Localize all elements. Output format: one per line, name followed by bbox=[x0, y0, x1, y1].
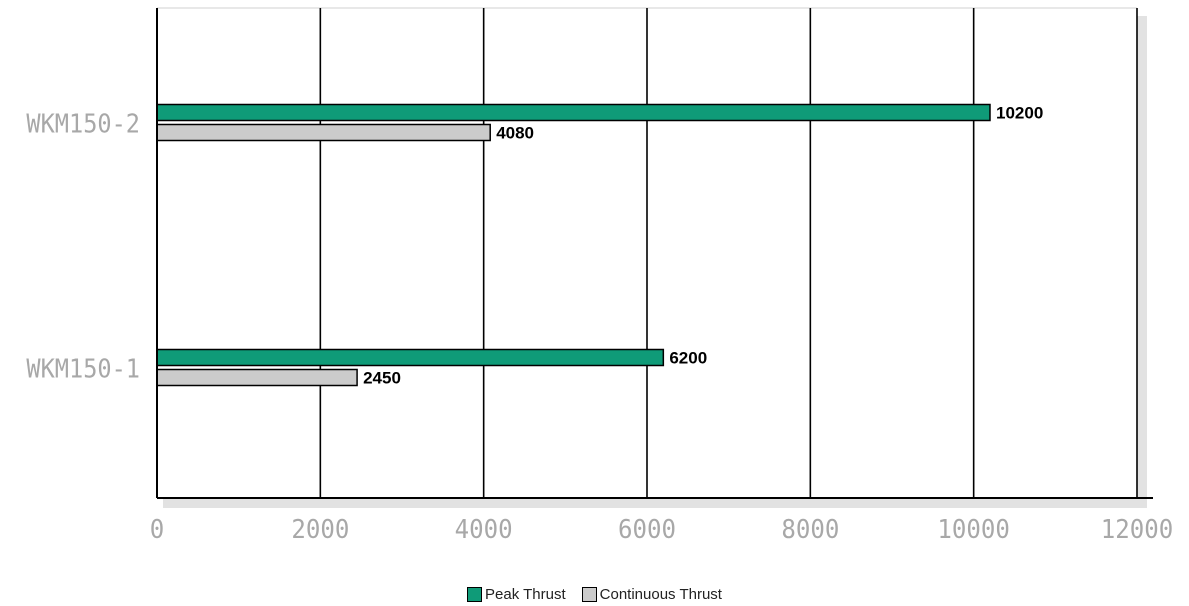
y-category-labels: WKM150-1 WKM150-2 bbox=[26, 110, 140, 385]
x-tick-label: 0 bbox=[150, 515, 165, 545]
data-labels: 6200 2450 10200 4080 bbox=[363, 104, 1043, 388]
bar-peak bbox=[156, 103, 991, 122]
x-tick-label: 10000 bbox=[937, 515, 1010, 545]
bar-continuous bbox=[156, 123, 491, 142]
x-tick-label: 12000 bbox=[1101, 515, 1174, 545]
plot-shadow bbox=[163, 16, 1147, 508]
x-tick-label: 6000 bbox=[618, 515, 676, 545]
bar-chart: 0 2000 4000 6000 8000 10000 12000 WKM150-1WKM1… bbox=[26, 7, 1174, 545]
data-label: 6200 bbox=[669, 349, 707, 368]
legend-swatch-peak bbox=[467, 586, 483, 602]
y-category-label: WKM150-1 bbox=[26, 355, 140, 385]
x-tick-label: 4000 bbox=[455, 515, 513, 545]
plot-shadow-right bbox=[1137, 16, 1147, 508]
legend-item-continuous: Continuous Thrust bbox=[581, 585, 722, 603]
bar-peak bbox=[156, 348, 665, 367]
y-category-label: WKM150-2 bbox=[26, 110, 140, 140]
x-tick-label: 8000 bbox=[781, 515, 839, 545]
axes bbox=[156, 8, 1153, 499]
bars bbox=[156, 103, 991, 387]
gridlines bbox=[157, 7, 1138, 498]
x-tick-labels: 0 2000 4000 6000 8000 10000 12000 bbox=[150, 515, 1174, 545]
data-label: 2450 bbox=[363, 369, 401, 388]
legend-item-peak: Peak Thrust bbox=[467, 586, 566, 603]
legend-label-continuous: Continuous Thrust bbox=[599, 585, 722, 603]
bar-continuous bbox=[156, 368, 358, 387]
data-label: 10200 bbox=[996, 104, 1043, 123]
legend-swatch-continuous bbox=[581, 586, 597, 602]
legend-label-peak: Peak Thrust bbox=[485, 585, 566, 603]
x-tick-label: 2000 bbox=[291, 515, 349, 545]
data-label: 4080 bbox=[496, 124, 534, 143]
plot-shadow-bottom bbox=[163, 498, 1147, 508]
legend: Peak Thrust Continuous Thrust bbox=[0, 582, 1189, 606]
